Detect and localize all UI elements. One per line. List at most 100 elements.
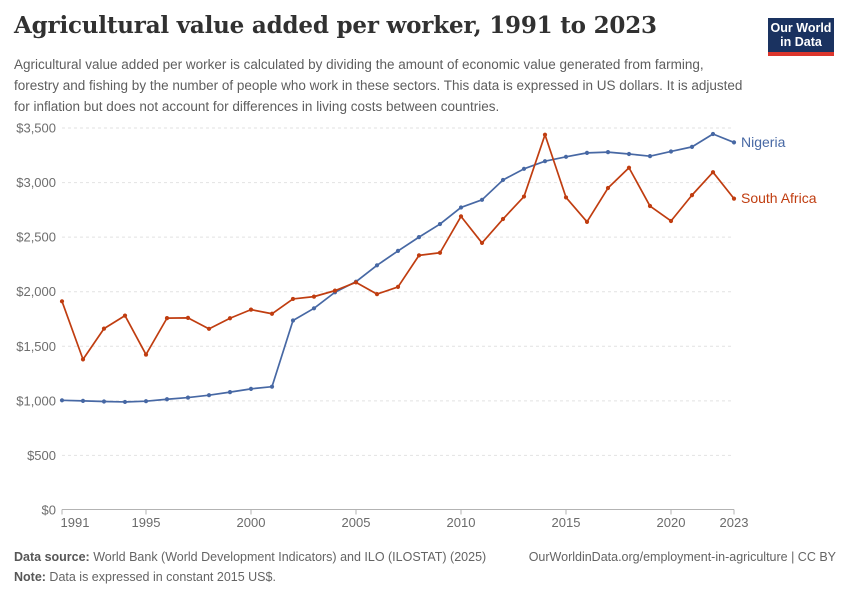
series-point-nigeria — [101, 399, 107, 404]
series-point-south-africa — [374, 292, 380, 297]
series-point-south-africa — [332, 288, 338, 293]
series-point-south-africa — [563, 195, 569, 200]
x-tick-label: 1991 — [61, 515, 90, 530]
series-point-south-africa — [206, 326, 212, 331]
chart-subtitle: Agricultural value added per worker is c… — [14, 57, 743, 114]
series-point-nigeria — [647, 154, 653, 159]
owid-logo-line1: Our World — [770, 21, 832, 35]
series-point-nigeria — [584, 150, 590, 155]
y-tick-label: $2,000 — [16, 284, 56, 299]
x-tick-label: 2023 — [720, 515, 749, 530]
series-point-nigeria — [80, 398, 86, 403]
series-point-nigeria — [164, 397, 170, 402]
series-point-nigeria — [605, 150, 611, 155]
series-point-south-africa — [353, 280, 359, 285]
series-point-south-africa — [584, 219, 590, 224]
series-point-south-africa — [458, 214, 464, 219]
series-point-nigeria — [311, 306, 317, 311]
y-tick-label: $3,000 — [16, 175, 56, 190]
footer-note-label: Note: — [14, 570, 46, 584]
y-tick-label: $0 — [42, 503, 56, 518]
series-point-south-africa — [689, 193, 695, 198]
series-point-nigeria — [521, 166, 527, 171]
series-point-south-africa — [185, 315, 191, 321]
owid-logo-line2: in Data — [780, 34, 822, 49]
series-point-nigeria — [689, 144, 695, 149]
series-point-south-africa — [395, 284, 401, 290]
owid-logo-accent-bar — [768, 52, 834, 56]
series-point-south-africa — [500, 216, 506, 222]
series-point-south-africa — [143, 352, 149, 357]
series-point-south-africa — [647, 203, 653, 209]
series-point-south-africa — [164, 316, 170, 321]
series-point-nigeria — [185, 395, 191, 400]
x-tick-label: 2020 — [657, 515, 686, 530]
series-point-south-africa — [416, 253, 422, 258]
series-point-nigeria — [710, 131, 716, 137]
footer-note-row: Note: Data is expressed in constant 2015… — [14, 567, 836, 587]
series-point-south-africa — [269, 311, 275, 316]
series-point-nigeria — [395, 248, 401, 253]
series-point-south-africa — [710, 170, 716, 175]
series-point-nigeria — [479, 197, 485, 202]
chart-title: Agricultural value added per worker, 199… — [14, 12, 657, 39]
series-point-south-africa — [521, 194, 527, 199]
series-point-nigeria — [374, 263, 380, 268]
series-point-south-africa — [227, 316, 233, 321]
line-chart: $0 $500 $1,000 $1,500 $2,000 $2,500 $3,000 $3,5… — [16, 121, 817, 531]
x-tick-label: 2005 — [342, 515, 371, 530]
footer-source-row: Data source: World Bank (World Developme… — [14, 547, 836, 567]
footer-source-label: Data source: — [14, 550, 90, 564]
owid-logo: Our World in Data — [768, 18, 834, 56]
series-point-nigeria — [563, 154, 569, 159]
series-point-nigeria — [416, 235, 422, 240]
series-point-south-africa — [248, 307, 254, 312]
series-label-nigeria[interactable]: Nigeria — [741, 134, 786, 150]
series-point-south-africa — [122, 313, 128, 318]
series-point-nigeria — [500, 177, 506, 183]
footer-citation-link[interactable]: OurWorldinData.org/employment-in-agricul… — [528, 550, 836, 564]
series-point-south-africa — [311, 294, 317, 299]
series-point-nigeria — [269, 384, 275, 389]
series-point-nigeria — [248, 386, 254, 391]
series-point-nigeria — [227, 390, 233, 395]
series-point-south-africa — [542, 132, 548, 137]
chart-footer: Data source: World Bank (World Developme… — [14, 547, 836, 587]
y-tick-label: $1,000 — [16, 393, 56, 408]
footer-note-text: Data is expressed in constant 2015 US$. — [45, 570, 276, 584]
series-point-nigeria — [542, 159, 548, 164]
series-label-south-africa[interactable]: South Africa — [741, 190, 817, 206]
series-point-nigeria — [122, 399, 128, 405]
series-point-south-africa — [437, 250, 443, 255]
series-point-nigeria — [290, 318, 296, 323]
series-point-nigeria — [458, 205, 464, 210]
series-point-south-africa — [290, 296, 296, 302]
series-point-nigeria — [626, 151, 632, 157]
y-tick-label: $1,500 — [16, 339, 56, 354]
series-point-south-africa — [101, 326, 107, 331]
y-tick-label: $3,500 — [16, 121, 56, 136]
series-line-south-africa — [61, 133, 735, 361]
footer-source-text: World Bank (World Development Indicators… — [89, 550, 487, 564]
series-point-south-africa — [59, 299, 65, 304]
y-tick-label: $2,500 — [16, 230, 56, 245]
series-point-nigeria — [731, 140, 737, 145]
series-point-south-africa — [605, 185, 611, 191]
series-point-nigeria — [206, 393, 212, 398]
series-point-south-africa — [80, 357, 86, 362]
series-point-nigeria — [668, 149, 674, 154]
series-point-nigeria — [59, 398, 65, 403]
owid-logo-box: Our World in Data — [768, 18, 834, 52]
series-point-south-africa — [668, 218, 674, 224]
series-point-south-africa — [626, 165, 632, 170]
x-tick-label: 1995 — [132, 515, 161, 530]
series-point-nigeria — [143, 399, 149, 404]
footer-source: Data source: World Bank (World Developme… — [14, 547, 486, 567]
x-tick-label: 2010 — [447, 515, 476, 530]
x-tick-label: 2015 — [552, 515, 581, 530]
series-point-nigeria — [437, 221, 443, 227]
footer-note: Note: Data is expressed in constant 2015… — [14, 567, 276, 587]
x-tick-label: 2000 — [237, 515, 266, 530]
y-tick-label: $500 — [27, 448, 56, 463]
